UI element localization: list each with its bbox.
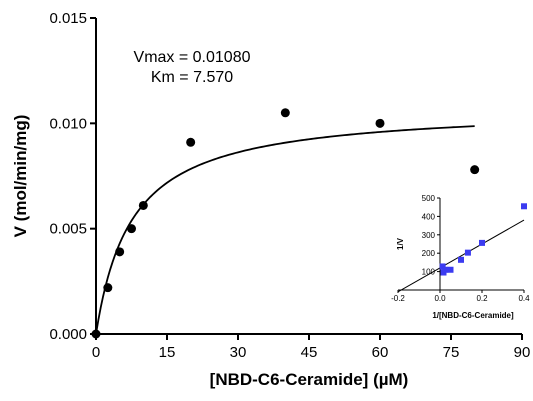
inset-fit-line	[397, 219, 525, 293]
y-tick-label: 0.015	[49, 10, 87, 27]
x-axis-title: [NBD-C6-Ceramide] (µM)	[210, 370, 409, 389]
inset-data-point	[447, 266, 454, 273]
y-tick-label: 0.005	[49, 221, 87, 238]
inset-y-tick-label: 300	[422, 231, 436, 240]
data-point	[470, 165, 480, 175]
x-tick-label: 30	[230, 344, 247, 361]
data-point	[375, 118, 385, 128]
inset-x-tick-label: 0.0	[434, 294, 446, 303]
inset-y-tick-label: 400	[422, 212, 436, 221]
x-tick-label: 45	[301, 344, 318, 361]
inset-x-tick-label: 0.2	[476, 294, 488, 303]
main-plot: 0 15 30 45 60 75 90 0.000 0.005 0.010 0.015 [NBD-C6…	[11, 10, 530, 389]
y-tick-label: 0.000	[49, 326, 87, 343]
data-point	[115, 247, 125, 257]
fit-curve	[95, 125, 475, 335]
x-tick-label: 90	[514, 344, 531, 361]
inset-data-point	[442, 266, 449, 273]
data-point	[91, 329, 101, 339]
inset-plot: -0.2 0.0 0.2 0.4 100 200 300 400 500 1/[NBD-C6-Ce…	[391, 194, 530, 320]
x-tick-label: 75	[443, 344, 460, 361]
inset-data-point	[458, 256, 464, 263]
vmax-annotation: Vmax = 0.01080	[134, 49, 251, 66]
y-axis-title: V (mol/min/mg)	[11, 115, 30, 238]
data-point	[103, 283, 113, 293]
inset-data-point	[464, 249, 471, 256]
data-point	[127, 224, 136, 234]
data-point	[138, 200, 148, 210]
x-tick-label: 0	[92, 344, 100, 361]
inset-y-tick-label: 100	[422, 268, 436, 277]
inset-data-point	[479, 239, 485, 246]
inset-y-axis-title: 1/V	[396, 237, 405, 250]
inset-x-tick-label: 0.4	[518, 294, 530, 303]
data-point	[186, 137, 196, 147]
y-tick-label: 0.010	[49, 115, 87, 132]
inset-x-tick-label: -0.2	[391, 294, 405, 303]
inset-y-tick-label: 500	[422, 194, 436, 203]
x-tick-label: 15	[159, 344, 176, 361]
data-point	[280, 108, 290, 118]
x-tick-label: 60	[372, 344, 389, 361]
inset-data-point	[439, 263, 446, 270]
inset-y-tick-label: 200	[422, 249, 436, 258]
inset-data-point	[521, 203, 527, 210]
inset-x-axis-title: 1/[NBD-C6-Ceramide]	[432, 311, 514, 320]
km-annotation: Km = 7.570	[151, 69, 233, 86]
